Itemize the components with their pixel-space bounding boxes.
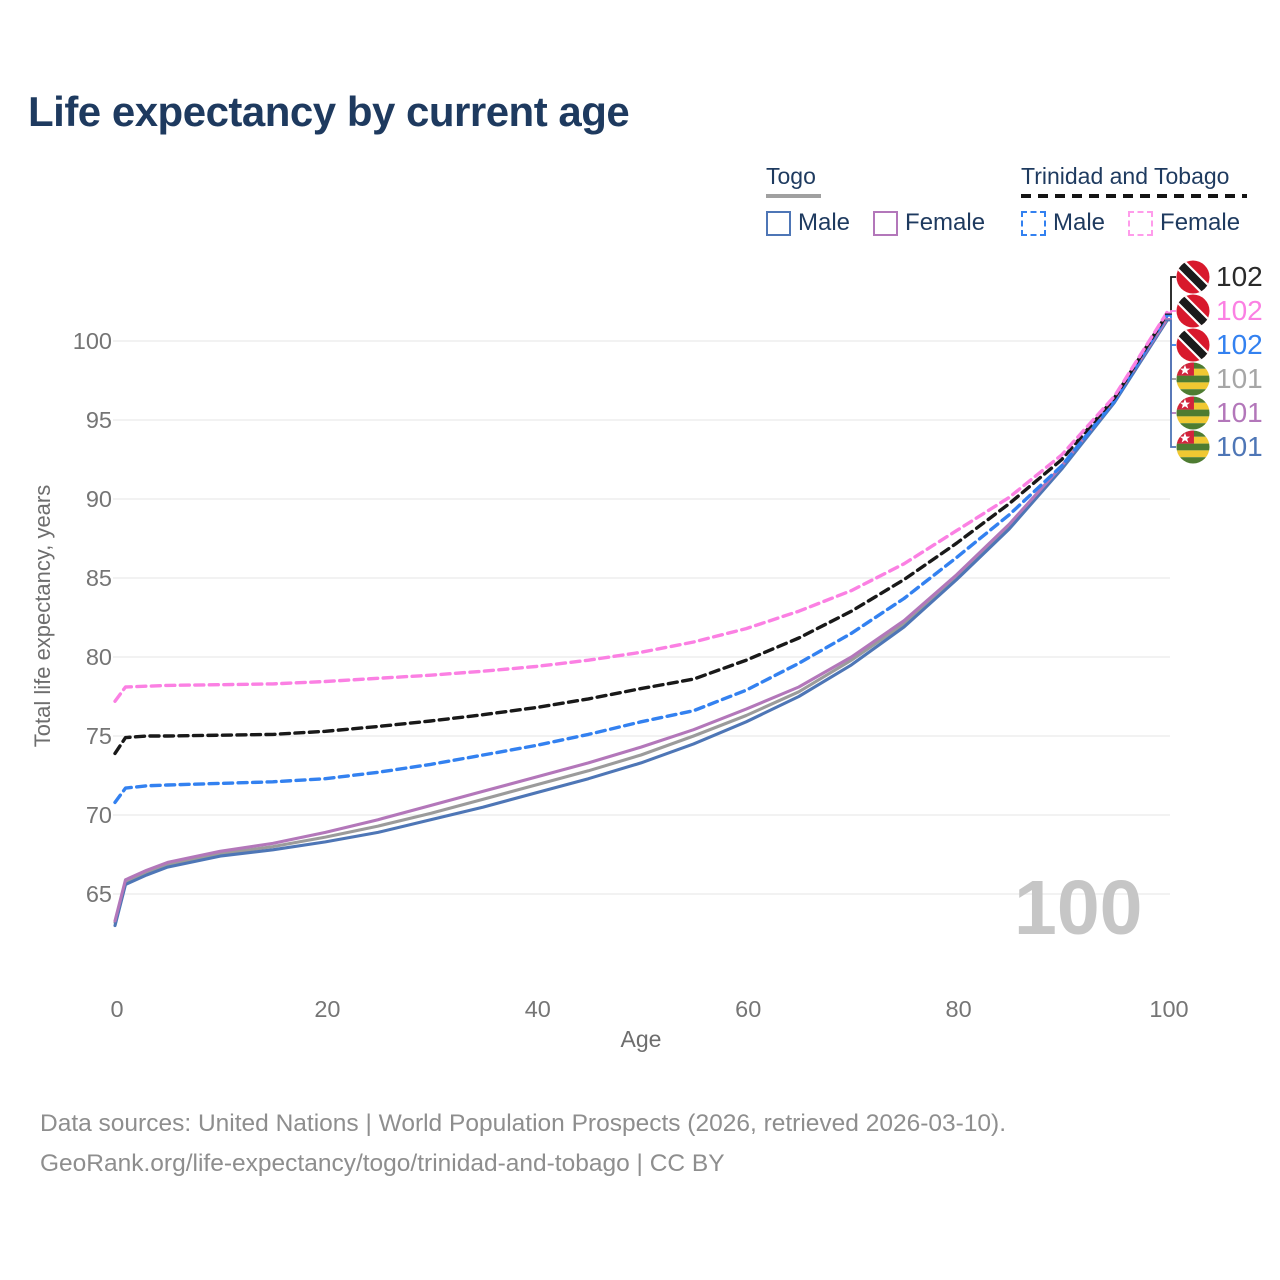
series-line-togo-both[interactable] (113, 318, 1169, 924)
togo-flag-icon (1176, 396, 1210, 430)
trinidad-and-tobago-flag-icon (1176, 294, 1210, 328)
legend-header-tt: Trinidad and Tobago (1021, 163, 1247, 198)
legend-group-trinidad-and-tobago: Trinidad and Tobago Male Female (1021, 163, 1247, 237)
series-line-togo-male[interactable] (113, 318, 1169, 928)
x-tick-40: 40 (525, 996, 551, 1022)
legend-item-tt-female[interactable]: Female (1128, 209, 1240, 237)
legend-item-tt-male[interactable]: Male (1021, 209, 1105, 237)
legend-header-togo-label: Togo (766, 163, 816, 189)
end-label-row-togo-male: 101 (1176, 430, 1263, 464)
end-value-label: 102 (1216, 329, 1263, 360)
tt-female-checkbox[interactable] (1128, 210, 1154, 236)
series-line-trinidad-and-tobago-male[interactable] (113, 314, 1169, 805)
x-tick-0: 0 (110, 996, 123, 1022)
end-value-label: 101 (1216, 397, 1263, 428)
togo-flag-icon (1176, 362, 1210, 396)
series-line-trinidad-and-tobago-both[interactable] (113, 312, 1169, 756)
tt-line-style-key (1021, 194, 1247, 198)
y-tick-80: 80 (86, 644, 112, 670)
series-line-togo-female[interactable] (113, 317, 1169, 923)
x-tick-60: 60 (735, 996, 761, 1022)
togo-female-checkbox[interactable] (873, 210, 899, 236)
end-label-row-togo-both: 101 (1176, 362, 1263, 396)
end-label-row-trinidad-and-tobago-male: 102 (1176, 328, 1263, 362)
tt-female-label: Female (1160, 209, 1241, 236)
togo-male-checkbox[interactable] (766, 210, 791, 236)
legend-item-togo-female[interactable]: Female (873, 209, 985, 237)
chart-series[interactable] (113, 310, 1169, 928)
end-value-label: 102 (1216, 261, 1263, 292)
y-tick-70: 70 (86, 802, 112, 828)
end-label-leader-lines (1165, 276, 1176, 448)
x-axis-title: Age (620, 1026, 662, 1052)
y-tick-85: 85 (86, 565, 112, 591)
x-tick-80: 80 (946, 996, 972, 1022)
togo-flag-icon (1176, 430, 1210, 464)
togo-female-label: Female (905, 209, 986, 236)
footer: Data sources: United Nations | World Pop… (40, 1104, 1006, 1184)
axis-tick-labels: 65 70 75 80 85 90 95 100 0 20 40 60 80 100 (73, 328, 1189, 1022)
end-label-row-trinidad-and-tobago-female: 102 (1176, 294, 1263, 328)
legend-header-togo: Togo (766, 163, 985, 198)
y-tick-65: 65 (86, 881, 112, 907)
end-value-label: 102 (1216, 295, 1263, 326)
tt-male-label: Male (1053, 209, 1106, 236)
togo-male-label: Male (798, 209, 851, 236)
current-age-watermark: 100 (1014, 865, 1143, 951)
legend-header-tt-label: Trinidad and Tobago (1021, 163, 1230, 189)
y-axis-title: Total life expectancy, years (30, 484, 55, 748)
end-value-label: 101 (1216, 363, 1263, 394)
gridlines (113, 340, 1170, 895)
end-label-row-trinidad-and-tobago-both: 102 (1176, 260, 1263, 294)
end-value-label: 101 (1216, 431, 1263, 462)
leader-line-5 (1165, 319, 1176, 448)
series-line-trinidad-and-tobago-female[interactable] (113, 310, 1169, 703)
end-label-row-togo-female: 101 (1176, 396, 1263, 430)
leader-line-0 (1165, 276, 1176, 315)
x-tick-100: 100 (1149, 996, 1188, 1022)
trinidad-and-tobago-flag-icon (1176, 260, 1210, 294)
footer-data-sources: Data sources: United Nations | World Pop… (40, 1110, 1007, 1137)
y-tick-90: 90 (86, 486, 112, 512)
legend-item-togo-male[interactable]: Male (766, 209, 850, 237)
leader-line-1 (1165, 310, 1176, 314)
page-title: Life expectancy by current age (28, 88, 630, 135)
togo-line-style-key (766, 194, 821, 198)
y-tick-75: 75 (86, 723, 112, 749)
y-tick-95: 95 (86, 407, 112, 433)
y-tick-100: 100 (73, 328, 112, 354)
footer-attribution: GeoRank.org/life-expectancy/togo/trinida… (40, 1150, 725, 1177)
tt-male-checkbox[interactable] (1021, 210, 1046, 236)
trinidad-and-tobago-flag-icon (1176, 328, 1210, 362)
legend-group-togo: Togo Male Female (766, 163, 985, 237)
x-tick-20: 20 (314, 996, 340, 1022)
